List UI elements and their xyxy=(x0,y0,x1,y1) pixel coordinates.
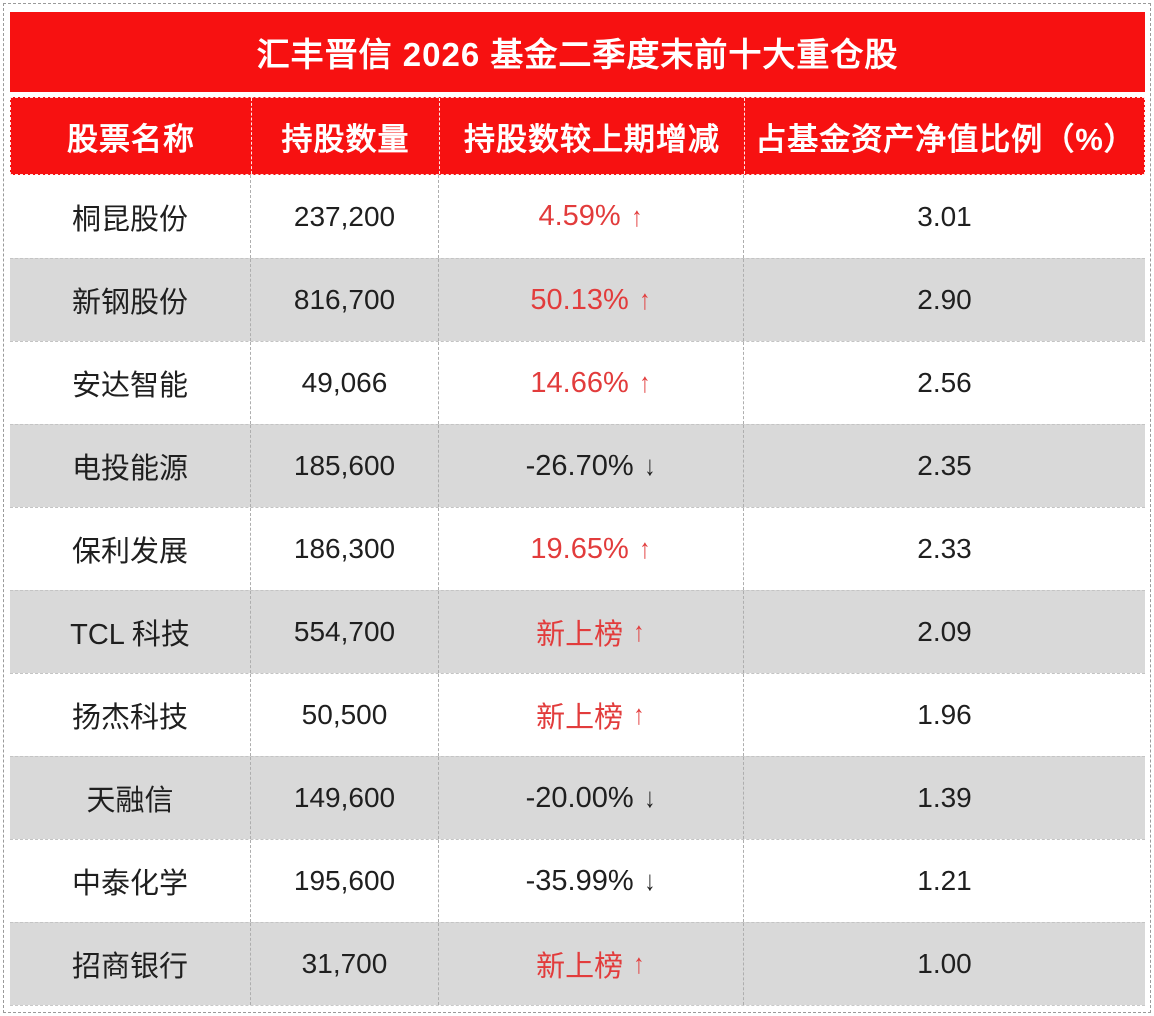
nav-ratio: 2.56 xyxy=(743,342,1145,424)
nav-ratio: 2.09 xyxy=(743,591,1145,673)
shares-held: 50,500 xyxy=(250,674,438,756)
stock-name: 扬杰科技 xyxy=(71,702,188,734)
trend-arrow-icon: ↑ xyxy=(639,367,651,398)
table-row: 中泰化学 195,600 -35.99% ↓ 1.21 xyxy=(10,839,1145,922)
table-title: 汇丰晋信 2026 基金二季度末前十大重仓股 xyxy=(10,12,1145,92)
table-row: 保利发展 186,300 19.65% ↑ 2.33 xyxy=(10,507,1145,590)
change-value: 新上榜 xyxy=(536,702,624,734)
shares-held: 237,200 xyxy=(250,175,438,258)
nav-ratio: 1.00 xyxy=(743,923,1145,1005)
nav-ratio: 1.21 xyxy=(743,840,1145,922)
nav-ratio: 2.90 xyxy=(743,259,1145,341)
trend-arrow-icon: ↑ xyxy=(639,284,651,315)
table-row: 天融信 149,600 -20.00% ↓ 1.39 xyxy=(10,756,1145,839)
trend-arrow-icon: ↑ xyxy=(639,533,651,564)
holdings-table: 汇丰晋信 2026 基金二季度末前十大重仓股 股票名称 持股数量 持股数较上期增… xyxy=(10,12,1145,1006)
stock-name: 中泰化学 xyxy=(71,868,188,900)
table-row: 电投能源 185,600 -26.70% ↓ 2.35 xyxy=(10,424,1145,507)
table-row: 桐昆股份 237,200 4.59% ↑ 3.01 xyxy=(10,175,1145,258)
stock-name: 电投能源 xyxy=(71,453,188,485)
trend-arrow-icon: ↓ xyxy=(643,865,656,896)
change-vs-prev: -26.70% ↓ xyxy=(438,425,743,507)
trend-arrow-icon: ↑ xyxy=(633,948,645,979)
change-vs-prev: 新上榜 ↑ xyxy=(438,591,743,673)
trend-arrow-icon: ↓ xyxy=(643,782,656,813)
table-header-row: 股票名称 持股数量 持股数较上期增减 占基金资产净值比例（%） xyxy=(10,97,1145,175)
column-header-nav-ratio: 占基金资产净值比例（%） xyxy=(744,98,1146,174)
trend-arrow-icon: ↑ xyxy=(633,616,645,647)
table-row: 安达智能 49,066 14.66% ↑ 2.56 xyxy=(10,341,1145,424)
change-value: -26.70% xyxy=(525,449,634,482)
change-vs-prev: 新上榜 ↑ xyxy=(438,674,743,756)
column-header-shares-held: 持股数量 xyxy=(251,98,439,174)
table-row: 扬杰科技 50,500 新上榜 ↑ 1.96 xyxy=(10,673,1145,756)
change-vs-prev: -35.99% ↓ xyxy=(438,840,743,922)
nav-ratio: 2.33 xyxy=(743,508,1145,590)
trend-arrow-icon: ↑ xyxy=(633,699,645,730)
stock-name: 桐昆股份 xyxy=(71,203,188,236)
change-value: 新上榜 xyxy=(536,619,624,651)
nav-ratio: 1.96 xyxy=(743,674,1145,756)
shares-held: 816,700 xyxy=(250,259,438,341)
shares-held: 31,700 xyxy=(250,923,438,1005)
stock-name: TCL 科技 xyxy=(70,619,190,651)
change-value: -20.00% xyxy=(525,781,634,814)
change-vs-prev: 14.66% ↑ xyxy=(438,342,743,424)
nav-ratio: 2.35 xyxy=(743,425,1145,507)
change-value: 19.65% xyxy=(530,532,629,565)
nav-ratio: 3.01 xyxy=(743,175,1145,258)
stock-name: 安达智能 xyxy=(71,370,188,402)
change-value: 50.13% xyxy=(530,283,629,316)
shares-held: 49,066 xyxy=(250,342,438,424)
change-vs-prev: 4.59% ↑ xyxy=(438,175,743,258)
shares-held: 186,300 xyxy=(250,508,438,590)
trend-arrow-icon: ↑ xyxy=(631,200,643,232)
shares-held: 554,700 xyxy=(250,591,438,673)
table-row: 招商银行 31,700 新上榜 ↑ 1.00 xyxy=(10,922,1145,1005)
nav-ratio: 1.39 xyxy=(743,757,1145,839)
change-vs-prev: 新上榜 ↑ xyxy=(438,923,743,1005)
column-header-change-vs-prev: 持股数较上期增减 xyxy=(439,98,744,174)
change-value: 4.59% xyxy=(538,200,621,232)
table-row: 新钢股份 816,700 50.13% ↑ 2.90 xyxy=(10,258,1145,341)
change-value: 14.66% xyxy=(530,366,629,399)
change-value: -35.99% xyxy=(525,864,634,897)
trend-arrow-icon: ↓ xyxy=(643,450,656,481)
change-vs-prev: 19.65% ↑ xyxy=(438,508,743,590)
stock-name: 招商银行 xyxy=(71,951,188,983)
stock-name: 天融信 xyxy=(86,785,174,817)
stock-name: 保利发展 xyxy=(71,536,188,568)
table-body: 桐昆股份 237,200 4.59% ↑ 3.01 新钢股份 816,700 50… xyxy=(10,175,1145,1006)
change-vs-prev: 50.13% ↑ xyxy=(438,259,743,341)
shares-held: 195,600 xyxy=(250,840,438,922)
change-vs-prev: -20.00% ↓ xyxy=(438,757,743,839)
column-header-stock-name: 股票名称 xyxy=(67,121,195,157)
shares-held: 149,600 xyxy=(250,757,438,839)
table-row: TCL 科技 554,700 新上榜 ↑ 2.09 xyxy=(10,590,1145,673)
stock-name: 新钢股份 xyxy=(71,287,188,319)
change-value: 新上榜 xyxy=(536,951,624,983)
shares-held: 185,600 xyxy=(250,425,438,507)
